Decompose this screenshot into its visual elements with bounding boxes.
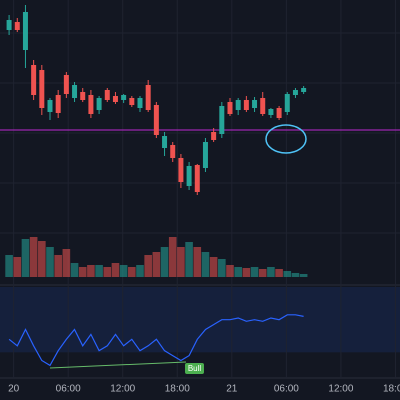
x-tick-label: 18:00 <box>383 384 400 395</box>
volume-bar <box>87 265 95 277</box>
candle-body <box>6 20 12 30</box>
candle-body <box>88 95 94 114</box>
candle-body <box>260 98 266 114</box>
volume-bar <box>38 241 46 277</box>
candle-body <box>301 88 307 92</box>
candle-body <box>227 102 233 114</box>
volume-bar <box>299 274 308 277</box>
volume-bar <box>234 267 242 277</box>
x-tick-label: 06:00 <box>56 384 81 395</box>
volume-bar <box>160 247 169 277</box>
rsi-line <box>8 314 304 367</box>
volume-bar <box>21 239 30 277</box>
candle-body <box>55 95 61 113</box>
candle-body <box>145 85 151 110</box>
volume-bar <box>209 257 218 277</box>
candle-body <box>47 100 53 112</box>
volume-bar <box>5 255 13 277</box>
volume-bar <box>103 267 112 277</box>
candle-body <box>219 106 225 134</box>
candle-body <box>121 95 127 100</box>
candle-body <box>202 142 208 168</box>
x-tick-label: 20 <box>8 384 20 395</box>
volume-bar <box>54 255 62 277</box>
x-tick-label: 12:00 <box>328 384 353 395</box>
candle-body <box>186 166 192 186</box>
volume-bar <box>62 249 71 277</box>
volume-bar <box>70 263 79 277</box>
volume-bar <box>250 267 259 277</box>
volume-bar <box>291 273 300 277</box>
candle-body <box>153 105 159 135</box>
volume-bar <box>144 255 152 277</box>
bull-label: Bull <box>188 364 202 373</box>
candle-body <box>178 158 184 182</box>
volume-bar <box>111 263 120 277</box>
candle-body <box>63 75 69 94</box>
volume-bar <box>95 265 103 277</box>
volume-bar <box>275 269 283 277</box>
volume-bar <box>283 271 292 277</box>
volume-bar <box>168 237 177 277</box>
candle-body <box>104 90 110 100</box>
volume-bar <box>177 247 185 277</box>
x-tick-label: 18:00 <box>165 384 190 395</box>
candle-body <box>235 100 241 110</box>
candle-body <box>276 108 282 118</box>
candle-body <box>14 22 20 30</box>
volume-bar <box>218 259 226 277</box>
volume-bar <box>258 269 267 277</box>
volume-bar <box>46 247 54 277</box>
candle-body <box>243 100 249 110</box>
candle-body <box>96 98 102 110</box>
volume-bar <box>136 265 144 277</box>
candle-body <box>170 145 176 158</box>
candle-body <box>194 165 200 192</box>
candle-body <box>162 136 168 148</box>
candle-body <box>72 85 78 98</box>
candle-body <box>22 12 28 50</box>
candle-body <box>112 96 118 102</box>
volume-bar <box>201 252 210 277</box>
candle-body <box>80 92 86 100</box>
volume-bar <box>13 257 22 277</box>
divergence-line <box>49 361 187 369</box>
volume-bar <box>267 267 275 277</box>
volume-bar <box>119 265 128 277</box>
bull-label-box <box>185 363 204 374</box>
volume-bar <box>193 247 202 277</box>
volume-bar <box>78 267 87 277</box>
x-tick-label: 12:00 <box>110 384 135 395</box>
x-tick-label: 06:00 <box>274 384 299 395</box>
candle-body <box>31 65 37 95</box>
candle-body <box>129 98 135 105</box>
volume-bar <box>242 268 251 277</box>
candle-body <box>268 109 274 115</box>
volume-bar <box>185 242 193 277</box>
rsi-band <box>0 287 400 353</box>
volume-bar <box>29 237 38 277</box>
candle-body <box>137 98 143 108</box>
candle-body <box>39 70 45 108</box>
candle-body <box>252 100 258 108</box>
x-tick-label: 21 <box>226 384 238 395</box>
volume-bar <box>128 267 136 277</box>
volume-bar <box>152 252 161 277</box>
volume-bar <box>226 265 234 277</box>
candle-body <box>284 94 290 112</box>
candle-body <box>211 132 217 140</box>
candle-body <box>292 90 298 95</box>
drawing-circle <box>265 124 307 154</box>
